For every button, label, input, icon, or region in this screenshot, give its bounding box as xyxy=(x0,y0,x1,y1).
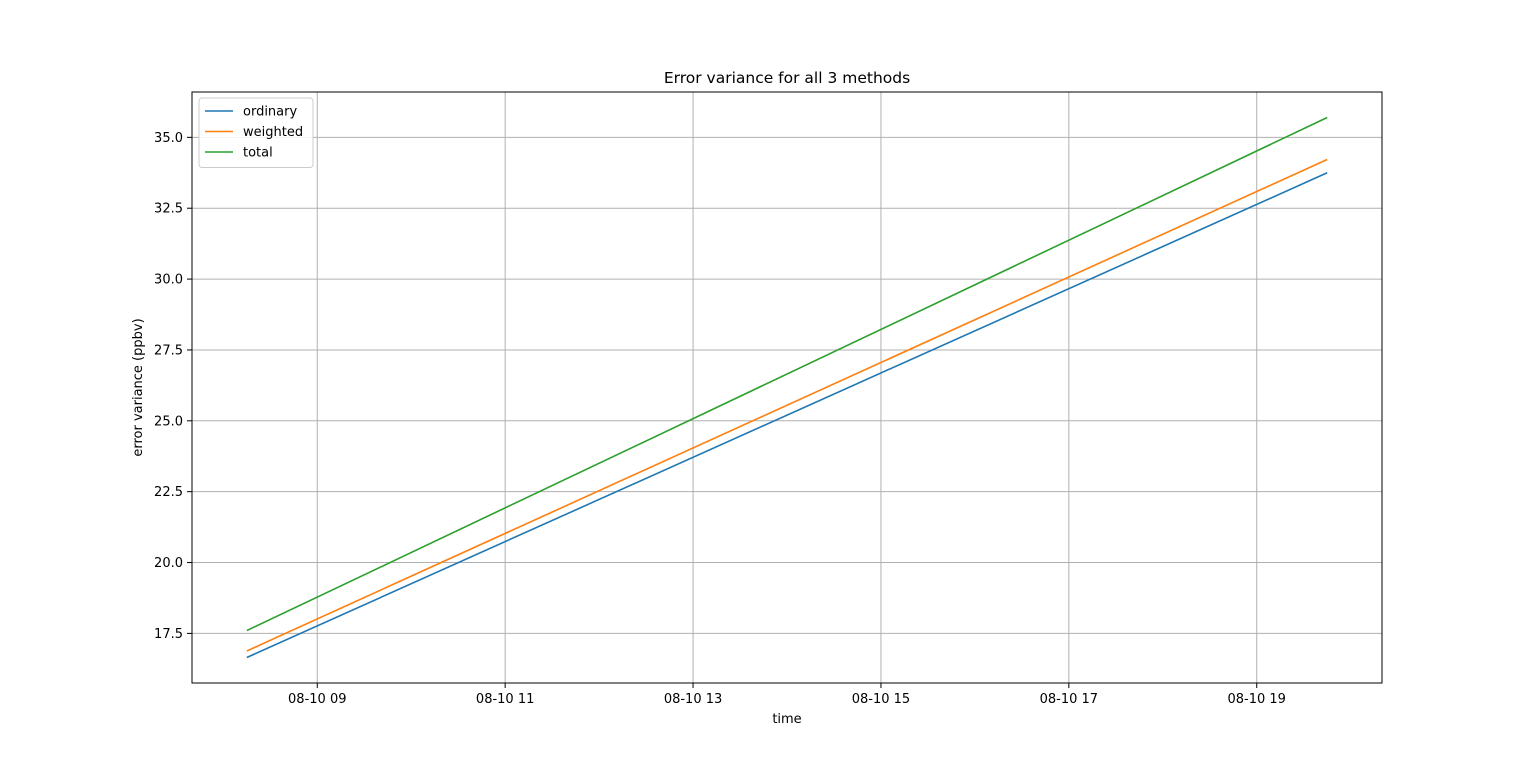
x-tick-label: 08-10 13 xyxy=(664,692,722,707)
y-tick-label: 27.5 xyxy=(154,343,183,358)
legend-label-weighted: weighted xyxy=(243,125,303,140)
y-tick-label: 30.0 xyxy=(154,273,183,288)
y-tick-label: 17.5 xyxy=(154,627,183,642)
x-axis-title: time xyxy=(772,712,801,727)
y-tick-label: 20.0 xyxy=(154,556,183,571)
y-tick-label: 25.0 xyxy=(154,414,183,429)
chart-title: Error variance for all 3 methods xyxy=(664,69,910,87)
grid xyxy=(192,92,1382,683)
x-tick-label: 08-10 17 xyxy=(1040,692,1098,707)
y-tick-label: 32.5 xyxy=(154,202,183,217)
legend-label-ordinary: ordinary xyxy=(243,105,297,120)
x-tick-label: 08-10 19 xyxy=(1228,692,1286,707)
series-lines xyxy=(246,116,1328,659)
legend-box xyxy=(198,97,314,168)
y-axis-ticks: 17.5 20.0 22.5 25.0 27.5 30.0 32.5 35.0 xyxy=(154,131,192,642)
x-tick-label: 08-10 15 xyxy=(852,692,910,707)
plot-area-frame xyxy=(191,91,1383,684)
y-tick-label: 22.5 xyxy=(154,485,183,500)
y-tick-label: 35.0 xyxy=(154,131,183,146)
y-axis-title: error variance (ppbv) xyxy=(131,318,146,456)
series-line-weighted xyxy=(246,158,1328,652)
legend: ordinary weighted total xyxy=(198,97,314,168)
series-line-total xyxy=(246,116,1328,632)
x-tick-label: 08-10 11 xyxy=(476,692,534,707)
x-tick-label: 08-10 09 xyxy=(288,692,346,707)
series-line-ordinary xyxy=(246,172,1328,659)
legend-label-total: total xyxy=(243,146,273,161)
x-axis-ticks: 08-10 09 08-10 11 08-10 13 08-10 15 08-10 17… xyxy=(288,683,1286,707)
